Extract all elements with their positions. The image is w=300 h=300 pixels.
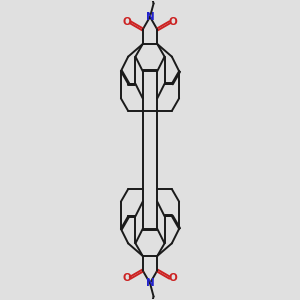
Text: N: N bbox=[146, 12, 154, 22]
Text: O: O bbox=[169, 17, 177, 27]
Text: O: O bbox=[123, 17, 131, 27]
Text: O: O bbox=[169, 273, 177, 283]
Text: N: N bbox=[146, 278, 154, 288]
Text: O: O bbox=[123, 273, 131, 283]
